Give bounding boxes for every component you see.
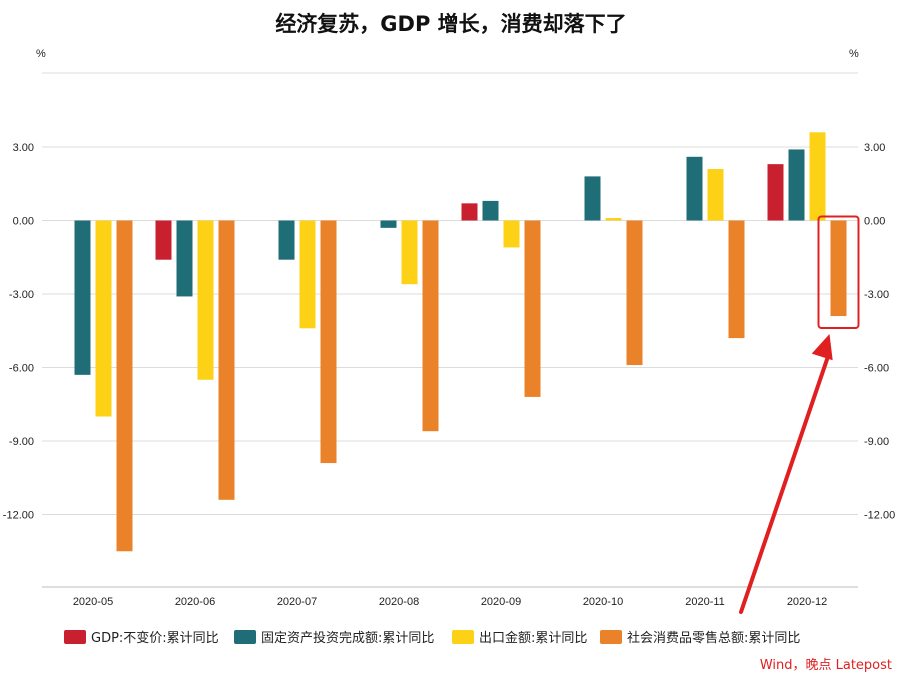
- x-tick-label: 2020-12: [787, 596, 827, 608]
- bar: [503, 220, 520, 248]
- y-tick-label-left: -9.00: [9, 436, 34, 448]
- y-tick-label-left: 0.00: [13, 216, 34, 228]
- bar: [767, 164, 784, 221]
- x-tick-label: 2020-06: [175, 596, 215, 608]
- bar: [176, 220, 193, 297]
- bar: [218, 220, 235, 500]
- bar: [380, 220, 397, 228]
- arrow-shaft: [739, 350, 832, 614]
- legend-item: 固定资产投资完成额:累计同比: [234, 630, 434, 646]
- x-tick-label: 2020-11: [685, 596, 725, 608]
- y-axis-left: 3.00 0.00 -3.00 -6.00 -9.00 -12.00: [3, 142, 34, 522]
- legend: GDP:不变价:累计同比 固定资产投资完成额:累计同比 出口金额:累计同比 社会消费品…: [64, 630, 800, 646]
- bar: [830, 220, 847, 317]
- y-tick-label-left: 3.00: [13, 142, 34, 154]
- bar: [728, 220, 745, 339]
- y-tick-label-left: -12.00: [3, 510, 34, 522]
- bar: [461, 203, 478, 221]
- legend-item: 社会消费品零售总额:累计同比: [600, 630, 800, 646]
- highlight-box: [817, 215, 860, 330]
- legend-swatch: [64, 630, 86, 644]
- bar: [95, 220, 112, 417]
- bar: [524, 220, 541, 397]
- source-note: Wind，晚点 Latepost: [760, 658, 892, 673]
- x-tick-label: 2020-10: [583, 596, 623, 608]
- y-tick-label-left: -3.00: [9, 289, 34, 301]
- bar: [74, 220, 91, 375]
- y-tick-label-right: 0.00: [864, 216, 885, 228]
- y-axis-unit-left: %: [36, 48, 46, 60]
- bar: [422, 220, 439, 432]
- legend-swatch: [234, 630, 256, 644]
- x-tick-label: 2020-09: [481, 596, 521, 608]
- legend-swatch: [600, 630, 622, 644]
- bar: [401, 220, 418, 285]
- legend-label: 固定资产投资完成额:累计同比: [261, 630, 434, 646]
- y-tick-label-left: -6.00: [9, 363, 34, 375]
- y-tick-label-right: 3.00: [864, 142, 885, 154]
- bar: [320, 220, 337, 464]
- y-tick-label-right: -12.00: [864, 510, 895, 522]
- x-tick-label: 2020-05: [73, 596, 113, 608]
- x-tick-label: 2020-08: [379, 596, 419, 608]
- bar: [605, 218, 622, 221]
- legend-label: GDP:不变价:累计同比: [91, 630, 219, 646]
- arrow-head: [811, 334, 833, 361]
- legend-swatch: [452, 630, 474, 644]
- x-axis: 2020-05 2020-06 2020-07 2020-08 2020-09 2020-…: [73, 596, 827, 608]
- bar: [116, 220, 133, 552]
- y-tick-label-right: -6.00: [864, 363, 889, 375]
- bar: [788, 149, 805, 221]
- bar: [299, 220, 316, 329]
- bar: [707, 169, 724, 221]
- y-axis-right: 3.00 0.00 -3.00 -6.00 -9.00 -12.00: [864, 142, 895, 522]
- legend-item: 出口金额:累计同比: [452, 630, 587, 646]
- legend-item: GDP:不变价:累计同比: [64, 630, 219, 646]
- bar: [809, 132, 826, 221]
- legend-label: 出口金额:累计同比: [479, 630, 587, 646]
- x-tick-label: 2020-07: [277, 596, 317, 608]
- bar: [686, 156, 703, 221]
- y-tick-label-right: -3.00: [864, 289, 889, 301]
- bar: [155, 220, 172, 260]
- bar: [584, 176, 601, 221]
- bars: [74, 132, 847, 552]
- bar: [197, 220, 214, 380]
- legend-label: 社会消费品零售总额:累计同比: [627, 630, 800, 646]
- bar: [482, 200, 499, 221]
- highlight-annotation: [739, 215, 860, 614]
- y-axis-unit-right: %: [849, 48, 859, 60]
- bar: [626, 220, 643, 366]
- y-tick-label-right: -9.00: [864, 436, 889, 448]
- chart-title: 经济复苏，GDP 增长，消费却落下了: [275, 12, 626, 36]
- bar: [278, 220, 295, 260]
